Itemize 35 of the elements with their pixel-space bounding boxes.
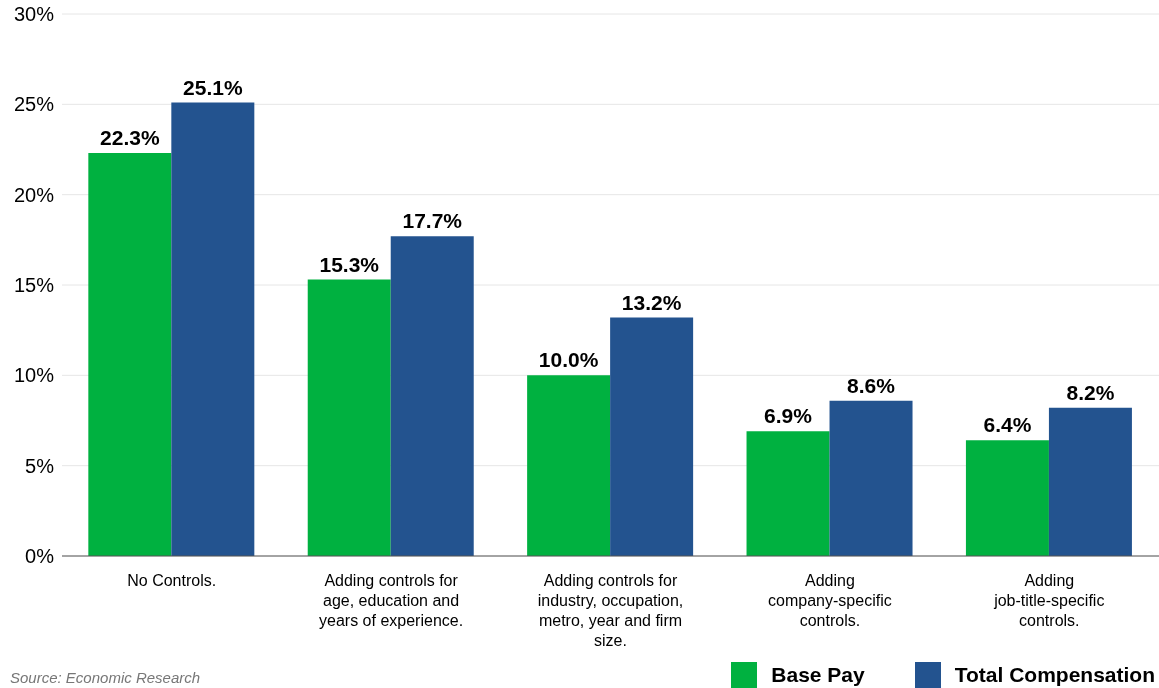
y-tick-label: 20% [13, 183, 55, 206]
data-label: 17.7% [402, 209, 463, 233]
data-label: 10.0% [538, 348, 599, 372]
y-tick-label: 15% [13, 274, 55, 297]
bar [965, 440, 1049, 556]
y-tick-label: 0% [25, 545, 55, 568]
data-label: 25.1% [183, 75, 243, 99]
bar [746, 431, 830, 556]
bar [171, 102, 255, 556]
y-tick-label: 5% [25, 454, 55, 477]
data-label: 6.9% [764, 404, 813, 428]
data-label: 8.2% [1066, 380, 1115, 404]
source-note: Source: Economic Research [10, 669, 201, 686]
y-tick-label: 25% [13, 93, 55, 116]
x-tick-label: No Controls. [127, 572, 217, 589]
x-tick-label: Adding controls for industry, occupation, metro, year and firm size. [537, 572, 684, 649]
data-label: 22.3% [100, 126, 160, 150]
y-tick-label: 30% [13, 3, 55, 26]
bar [307, 279, 391, 556]
data-label: 15.3% [319, 252, 380, 276]
bar [88, 153, 172, 556]
x-tick-label: Adding job-title-specific controls. [993, 572, 1105, 629]
legend-label: Total Compensation [954, 663, 1155, 687]
bar [527, 375, 611, 556]
bar [829, 400, 913, 556]
data-label: 8.6% [847, 373, 896, 397]
bar [390, 236, 474, 556]
bar [610, 317, 694, 556]
bar [1048, 407, 1132, 556]
y-tick-label: 10% [13, 364, 55, 387]
x-tick-label: Adding controls for age, education and years of experience. [319, 572, 464, 629]
x-tick-label: Adding company-specific controls. [768, 572, 892, 629]
data-label: 6.4% [983, 413, 1032, 437]
legend-label: Base Pay [771, 663, 865, 687]
data-label: 13.2% [621, 290, 682, 314]
